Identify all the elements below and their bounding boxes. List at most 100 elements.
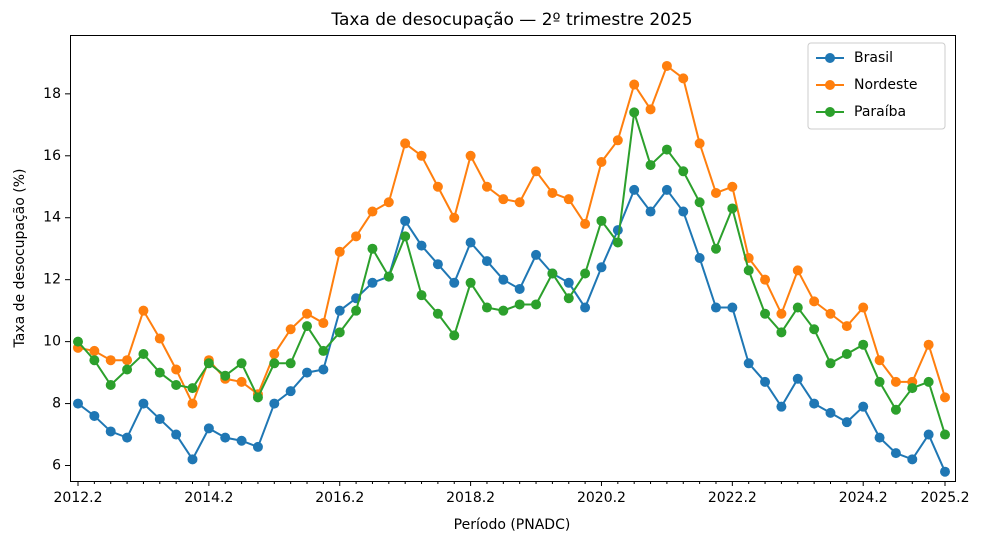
data-point	[318, 318, 329, 329]
legend-label: Brasil	[854, 50, 893, 66]
data-point	[514, 197, 525, 208]
data-point	[285, 324, 296, 335]
x-tick-label: 2014.2	[184, 490, 233, 506]
data-point	[449, 277, 460, 288]
data-point	[269, 398, 280, 409]
chart-title: Taxa de desocupação — 2º trimestre 2025	[330, 10, 692, 30]
x-tick-label: 2024.2	[839, 490, 888, 506]
data-point	[694, 197, 705, 208]
data-point	[907, 454, 918, 465]
data-point	[138, 349, 149, 360]
data-point	[122, 364, 133, 375]
data-point	[858, 339, 869, 350]
data-point	[923, 429, 934, 440]
data-point	[940, 429, 950, 440]
data-point	[825, 358, 836, 369]
y-tick-label: 8	[52, 396, 61, 412]
data-point	[678, 206, 689, 217]
data-point	[661, 144, 672, 155]
data-point	[465, 277, 476, 288]
data-point	[285, 386, 296, 397]
data-point	[612, 225, 623, 236]
data-point	[907, 383, 918, 394]
y-tick-label: 6	[52, 458, 61, 474]
data-point	[890, 448, 901, 459]
y-tick-label: 10	[43, 334, 61, 350]
data-point	[465, 237, 476, 248]
data-point	[580, 268, 591, 279]
data-point	[416, 150, 427, 161]
data-point	[612, 237, 623, 248]
data-point	[874, 376, 885, 387]
data-point	[514, 299, 525, 310]
data-point	[940, 392, 950, 403]
y-tick-label: 12	[43, 272, 61, 288]
data-point	[285, 358, 296, 369]
data-point	[792, 373, 803, 384]
data-point	[432, 181, 443, 192]
x-tick-label: 2016.2	[315, 490, 364, 506]
data-point	[318, 364, 329, 375]
data-point	[171, 379, 182, 390]
y-tick-label: 14	[43, 210, 61, 226]
data-point	[661, 60, 672, 71]
data-point	[171, 364, 182, 375]
data-point	[727, 203, 738, 214]
data-point	[841, 349, 852, 360]
data-point	[612, 135, 623, 146]
data-point	[743, 358, 754, 369]
data-point	[187, 398, 198, 409]
data-point	[792, 265, 803, 276]
data-point	[400, 138, 411, 149]
data-point	[220, 370, 231, 381]
data-point	[351, 305, 362, 316]
data-point	[416, 240, 427, 251]
data-point	[89, 345, 100, 356]
data-point	[302, 367, 313, 378]
data-point	[138, 398, 149, 409]
data-point	[596, 262, 607, 273]
data-point	[334, 246, 345, 257]
data-point	[220, 432, 231, 443]
legend-box	[807, 42, 946, 130]
data-point	[252, 441, 263, 452]
data-point	[122, 355, 133, 366]
data-point	[236, 435, 247, 446]
data-point	[154, 367, 165, 378]
data-point	[351, 231, 362, 242]
data-point	[105, 426, 116, 437]
data-point	[89, 410, 100, 421]
data-point	[187, 383, 198, 394]
data-point	[154, 414, 165, 425]
data-point	[727, 302, 738, 313]
data-point	[694, 138, 705, 149]
data-point	[645, 206, 656, 217]
y-tick-label: 18	[43, 86, 61, 102]
data-point	[269, 358, 280, 369]
data-point	[203, 358, 214, 369]
data-point	[547, 187, 558, 198]
x-tick-label: 2012.2	[54, 490, 103, 506]
legend-marker	[825, 107, 835, 117]
data-point	[727, 181, 738, 192]
data-point	[760, 376, 771, 387]
legend-marker	[825, 80, 835, 90]
data-point	[874, 355, 885, 366]
data-point	[760, 274, 771, 285]
data-point	[514, 283, 525, 294]
data-point	[809, 398, 820, 409]
data-point	[661, 184, 672, 195]
data-point	[531, 249, 542, 260]
data-point	[481, 302, 492, 313]
data-point	[874, 432, 885, 443]
data-point	[334, 305, 345, 316]
data-point	[563, 293, 574, 304]
data-point	[629, 107, 640, 118]
data-point	[825, 407, 836, 418]
data-point	[645, 160, 656, 171]
data-point	[171, 429, 182, 440]
data-point	[449, 212, 460, 223]
legend-label: Paraíba	[854, 104, 906, 120]
data-point	[580, 302, 591, 313]
